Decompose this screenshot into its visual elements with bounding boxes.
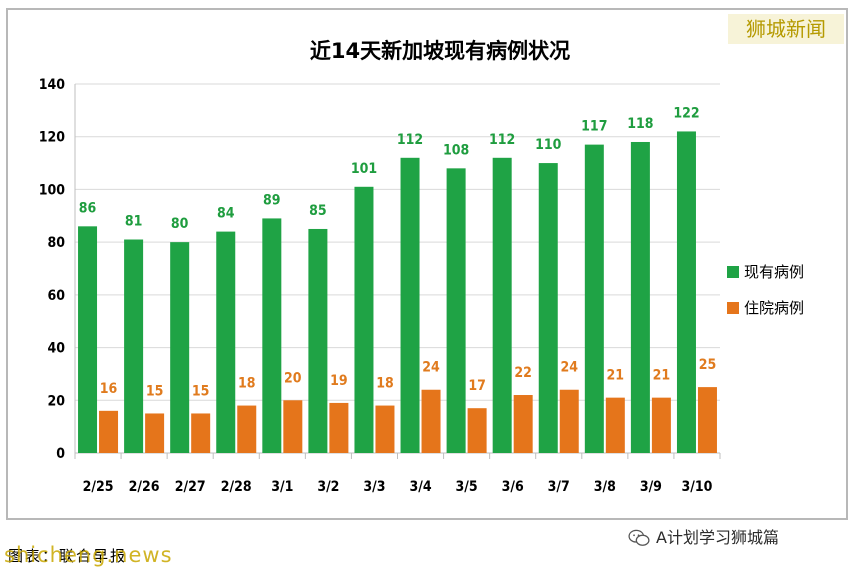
bar-hospitalized (283, 400, 303, 453)
data-label: 21 (607, 368, 625, 384)
data-label: 84 (217, 206, 235, 222)
data-label: 18 (238, 376, 256, 392)
data-label: 101 (351, 161, 377, 177)
x-tick-label: 2/27 (175, 479, 206, 495)
x-tick-label: 2/25 (83, 479, 114, 495)
bar-current-cases (216, 231, 236, 453)
data-label: 117 (581, 119, 607, 135)
data-label: 21 (653, 368, 671, 384)
data-label: 112 (397, 132, 423, 148)
x-tick-label: 2/28 (221, 479, 252, 495)
data-label: 24 (422, 360, 440, 376)
bar-current-cases (308, 228, 328, 453)
y-tick-label: 120 (39, 130, 66, 146)
data-label: 86 (79, 200, 97, 216)
data-label: 112 (489, 132, 515, 148)
bar-hospitalized (651, 397, 671, 453)
bar-hospitalized (191, 413, 211, 453)
legend-swatch (727, 302, 739, 314)
bar-current-cases (78, 226, 98, 453)
bar-hospitalized (513, 395, 533, 453)
bar-hospitalized (329, 402, 349, 453)
data-label: 118 (627, 116, 653, 132)
data-label: 15 (146, 383, 164, 399)
brand-logo: 狮城新闻 (728, 14, 844, 44)
bar-hospitalized (467, 408, 487, 453)
x-axis-ticks: 2/25 2/26 2/27 2/28 3/1 3/2 3/3 3/4 3/5 3/6 3/7 3/8… (74, 453, 721, 495)
bar-hospitalized (99, 410, 119, 453)
bar-current-cases (676, 131, 696, 453)
data-label: 24 (560, 360, 578, 376)
bar-current-cases (262, 218, 282, 453)
data-label: 110 (535, 137, 562, 153)
data-label: 89 (263, 192, 281, 208)
bars: 86 16 81 15 80 15 84 18 89 20 85 19 101 18 112 24 108 17 1… (78, 105, 717, 454)
data-label: 108 (443, 142, 469, 158)
x-tick-label: 3/1 (271, 479, 293, 495)
bar-hospitalized (421, 389, 441, 453)
y-tick-label: 0 (56, 446, 65, 462)
x-tick-label: 3/5 (456, 479, 478, 495)
y-tick-label: 20 (47, 393, 65, 409)
x-tick-label: 3/8 (594, 479, 616, 495)
source-label: 图表：联合早报 (8, 547, 128, 565)
y-tick-label: 40 (47, 341, 65, 357)
x-tick-label: 3/9 (640, 479, 662, 495)
x-tick-label: 3/3 (363, 479, 385, 495)
wechat-icon (628, 529, 650, 546)
bar-hospitalized (237, 405, 257, 453)
legend-label: 现有病例 (744, 263, 804, 281)
data-label: 81 (125, 214, 143, 230)
y-axis-ticks: 0 20 40 60 80 100 120 140 (39, 77, 66, 462)
bar-current-cases (170, 242, 190, 453)
x-tick-label: 3/4 (409, 479, 431, 495)
wechat-label: A计划学习狮城篇 (656, 528, 779, 547)
bar-current-cases (584, 144, 604, 453)
legend-swatch (727, 266, 739, 278)
bar-current-cases (446, 168, 466, 454)
data-label: 15 (192, 383, 210, 399)
wechat-account: A计划学习狮城篇 (628, 527, 779, 549)
y-tick-label: 140 (39, 77, 66, 93)
data-label: 80 (171, 216, 189, 232)
data-label: 18 (376, 376, 394, 392)
bar-hospitalized (697, 387, 717, 453)
data-label: 22 (514, 365, 532, 381)
bar-hospitalized (145, 413, 165, 453)
data-label: 85 (309, 203, 327, 219)
legend-label: 住院病例 (744, 299, 804, 317)
bar-current-cases (492, 157, 512, 454)
data-label: 16 (100, 381, 118, 397)
y-tick-label: 80 (47, 235, 65, 251)
data-label: 122 (673, 105, 699, 121)
bar-hospitalized (375, 405, 395, 453)
bar-current-cases (354, 186, 374, 454)
data-label: 25 (699, 357, 717, 373)
x-tick-label: 2/26 (129, 479, 160, 495)
bar-current-cases (538, 163, 558, 454)
bar-hospitalized (559, 389, 579, 453)
x-tick-label: 3/7 (548, 479, 570, 495)
bar-hospitalized (605, 397, 625, 453)
bar-current-cases (400, 157, 420, 454)
x-tick-label: 3/6 (502, 479, 524, 495)
data-label: 20 (284, 370, 302, 386)
x-tick-label: 3/10 (682, 479, 713, 495)
data-label: 19 (330, 373, 348, 389)
bar-current-cases (124, 239, 144, 453)
x-tick-label: 3/2 (317, 479, 339, 495)
bar-current-cases (630, 141, 650, 453)
y-tick-label: 60 (47, 288, 65, 304)
data-label: 17 (468, 378, 486, 394)
watermark: shicheng.news (4, 543, 173, 567)
chart-title: 近14天新加坡现有病例状况 (310, 39, 570, 63)
y-tick-label: 100 (39, 182, 66, 198)
